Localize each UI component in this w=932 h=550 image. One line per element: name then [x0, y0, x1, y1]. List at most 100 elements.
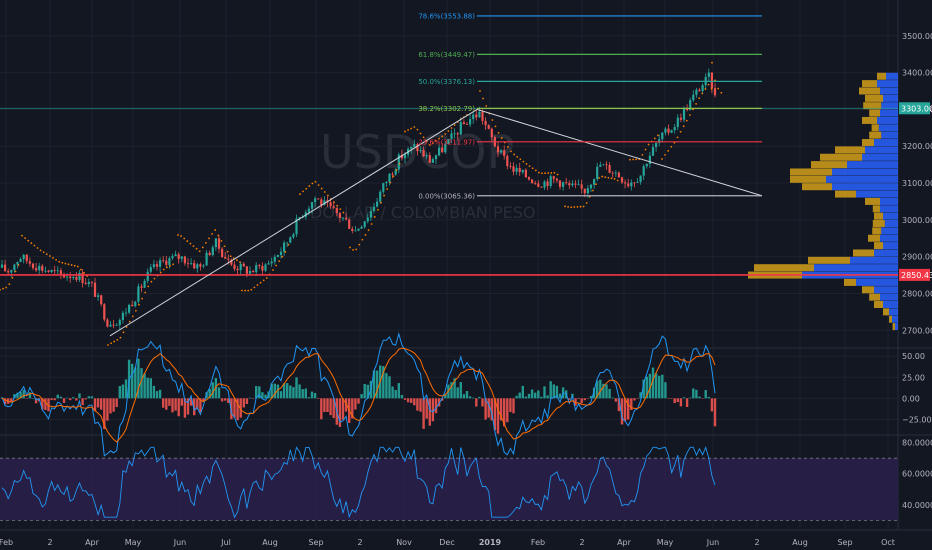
candle-body: [692, 94, 695, 101]
macd-histogram-bar: [385, 373, 388, 399]
volume-profile-up-bar: [889, 308, 898, 316]
candle-body: [283, 242, 286, 252]
sar-dot: [236, 259, 238, 262]
sar-dot: [373, 216, 376, 218]
sar-dot: [720, 91, 723, 94]
macd-histogram-bar: [10, 398, 13, 402]
macd-line: [1, 332, 716, 457]
sar-dot: [564, 205, 566, 208]
candle-body: [62, 274, 66, 278]
sar-dot: [287, 243, 290, 246]
macd-histogram-bar: [323, 398, 326, 412]
sar-dot: [217, 234, 220, 237]
candle-body: [422, 150, 425, 157]
candle-body: [109, 324, 112, 327]
macd-tick-label: 50.00: [902, 352, 925, 361]
candle-body: [264, 264, 267, 271]
sar-dot: [250, 288, 253, 291]
candle-body: [221, 248, 224, 257]
candle-body: [270, 261, 273, 264]
sar-dot: [567, 206, 569, 208]
candle-body: [124, 312, 128, 314]
sar-dot: [570, 206, 573, 209]
candle-body: [586, 188, 589, 194]
candle-body: [0, 264, 4, 268]
candle-body: [100, 295, 103, 305]
volume-profile-down-bar: [754, 264, 814, 272]
candle-body: [22, 254, 25, 260]
macd-histogram-bar: [558, 393, 562, 399]
macd-histogram-bar: [664, 382, 667, 399]
macd-histogram-bar: [78, 393, 81, 399]
macd-histogram-bar: [90, 396, 94, 399]
x-tick-label: Aug: [262, 538, 278, 547]
macd-histogram-bar: [338, 398, 342, 427]
macd-histogram-bar: [673, 398, 676, 404]
macd-histogram-bar: [692, 388, 695, 399]
macd-histogram-bar: [431, 398, 435, 422]
macd-histogram-bar: [84, 398, 87, 400]
candle-body: [633, 182, 636, 184]
sar-dot: [364, 234, 367, 236]
macd-histogram-bar: [326, 398, 329, 413]
sar-dot: [595, 183, 597, 186]
candle-body: [320, 199, 323, 205]
macd-histogram-bar: [261, 392, 264, 399]
rsi-panel: [0, 445, 898, 521]
candle-body: [624, 182, 627, 184]
candle-body: [276, 255, 279, 257]
volume-profile-down-bar: [790, 175, 826, 183]
macd-histogram-bar: [134, 367, 137, 399]
macd-histogram-bar: [69, 398, 72, 401]
volume-profile-down-bar: [859, 87, 880, 95]
volume-profile-down-bar: [862, 286, 874, 294]
sar-dot: [339, 208, 342, 211]
macd-histogram-bar: [44, 398, 47, 410]
sar-dot: [598, 177, 600, 179]
macd-histogram-bar: [162, 398, 165, 408]
sar-dot: [183, 237, 186, 240]
macd-histogram-bar: [413, 398, 416, 406]
candle-body: [382, 183, 385, 192]
macd-histogram-bar: [537, 390, 540, 399]
macd-histogram-bar: [403, 398, 407, 400]
macd-histogram-bar: [310, 391, 314, 399]
candle-body: [512, 166, 515, 172]
price-tick-label: 3100.00: [902, 179, 932, 188]
macd-histogram-bar: [503, 398, 506, 427]
macd-histogram-bar: [245, 398, 249, 405]
candle-body: [44, 270, 47, 272]
macd-histogram-bar: [248, 397, 252, 399]
macd-histogram-bar: [599, 379, 602, 399]
macd-histogram-bar: [292, 387, 295, 399]
candle-body: [472, 114, 475, 120]
macd-histogram-bar: [555, 385, 559, 399]
candle-body: [645, 163, 648, 167]
candle-body: [540, 186, 543, 188]
candle-body: [568, 183, 571, 186]
time-axis[interactable]: Feb 2 Apr May Jun Jul Aug Sep 2 Nov Dec 2019 Feb 2 Apr…: [0, 538, 895, 547]
x-tick-label: Feb: [0, 538, 13, 547]
price-tick-label: 3000.00: [902, 216, 932, 225]
candle-body: [391, 173, 394, 175]
candle-body: [679, 117, 682, 120]
sar-dot: [573, 206, 576, 208]
sar-dot: [380, 201, 382, 204]
sar-dot: [241, 289, 243, 292]
volume-profile-up-bar: [874, 286, 898, 294]
sar-dot: [284, 251, 287, 253]
volume-profile-down-bar: [877, 72, 886, 80]
macd-histogram-bar: [363, 383, 366, 399]
macd-tick-label: −25.00: [902, 415, 932, 424]
macd-histogram-bar: [236, 398, 239, 421]
macd-histogram-bar: [65, 397, 69, 399]
sar-dot: [135, 309, 137, 312]
sar-dot: [441, 135, 444, 138]
watermark-description: DOLLAR / COLOMBIAN PESO: [310, 203, 535, 222]
macd-histogram-bar: [282, 383, 286, 399]
sar-dot: [413, 126, 416, 128]
candle-body: [531, 179, 534, 184]
candle-body: [72, 277, 75, 278]
sar-dot: [367, 229, 370, 232]
